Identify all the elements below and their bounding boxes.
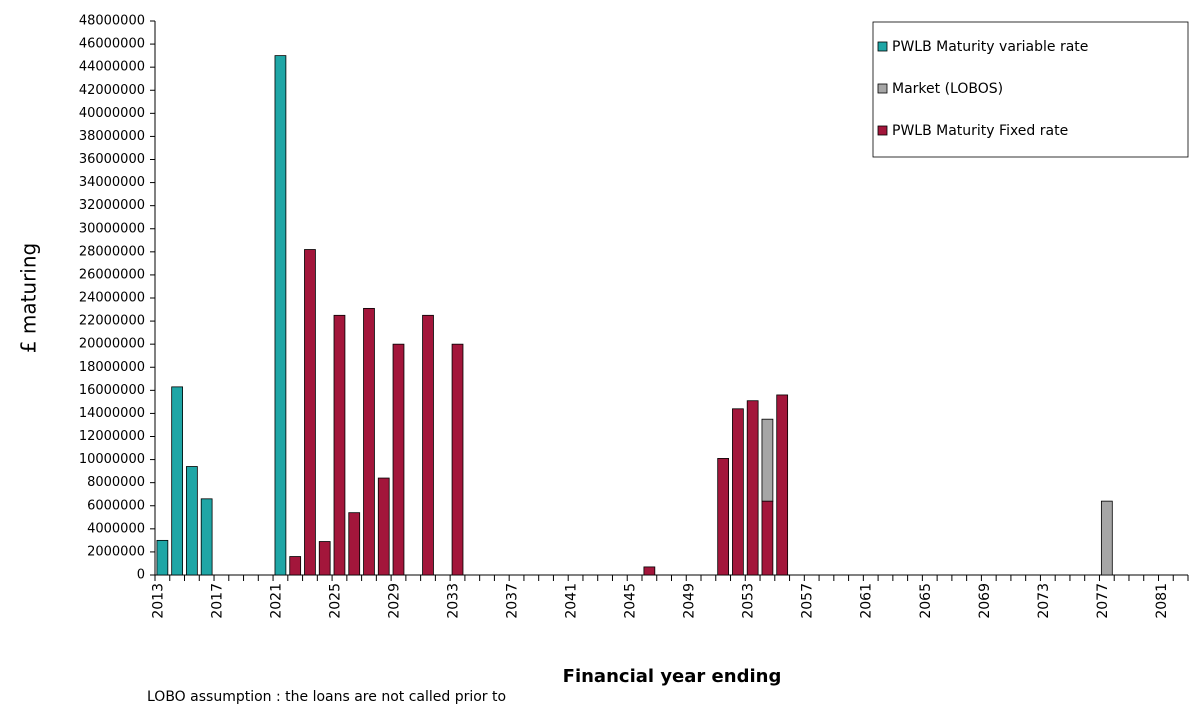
x-tick-label: 2077: [1095, 583, 1111, 619]
x-tick-label: 2065: [918, 583, 934, 619]
y-tick-label: 48000000: [79, 14, 145, 29]
y-tick-label: 26000000: [79, 267, 145, 282]
y-tick-label: 8000000: [87, 475, 145, 490]
bar: [732, 408, 744, 576]
bar: [186, 466, 198, 576]
y-tick-label: 30000000: [79, 221, 145, 236]
x-tick-label: 2049: [682, 583, 698, 619]
x-tick-label: 2081: [1154, 583, 1170, 619]
legend-swatch: [877, 83, 888, 94]
bar: [392, 343, 405, 576]
bar: [776, 394, 789, 576]
x-tick-label: 2021: [268, 583, 284, 619]
x-tick-label: 2061: [859, 583, 875, 619]
y-tick-label: 14000000: [79, 406, 145, 421]
note: LOBO assumption : the loans are not call…: [147, 689, 506, 705]
bar: [761, 500, 774, 576]
y-tick-label: 16000000: [79, 383, 145, 398]
y-tick-label: 10000000: [79, 452, 145, 467]
y-tick-label: 0: [137, 568, 145, 583]
y-tick-label: 28000000: [79, 244, 145, 259]
legend-label: PWLB Maturity Fixed rate: [892, 123, 1068, 139]
x-tick-label: 2029: [386, 583, 402, 619]
bar: [422, 314, 434, 576]
x-tick-label: 2033: [446, 583, 462, 619]
y-tick-label: 20000000: [79, 337, 145, 352]
bar: [348, 512, 361, 576]
legend-label: Market (LOBOS): [892, 81, 1003, 97]
bar: [761, 418, 774, 502]
legend-box: [872, 21, 1189, 158]
x-tick-label: 2041: [564, 583, 580, 619]
bar: [304, 249, 316, 576]
bar: [156, 539, 169, 576]
y-tick-label: 4000000: [87, 521, 145, 536]
x-tick-label: 2013: [150, 583, 166, 619]
y-axis-label: £ maturing: [17, 243, 41, 354]
x-tick-label: 2053: [741, 583, 757, 619]
x-tick-label: 2045: [623, 583, 639, 619]
y-tick-label: 46000000: [79, 37, 145, 52]
bar: [274, 55, 287, 576]
bar: [643, 566, 656, 576]
y-tick-label: 36000000: [79, 152, 145, 167]
x-tick-label: 2069: [977, 583, 993, 619]
bar: [171, 386, 183, 576]
y-tick-label: 18000000: [79, 360, 145, 375]
y-tick-label: 22000000: [79, 314, 145, 329]
bar: [363, 307, 375, 576]
y-tick-label: 32000000: [79, 198, 145, 213]
bar: [746, 400, 759, 576]
y-tick-label: 24000000: [79, 291, 145, 306]
y-tick-label: 38000000: [79, 129, 145, 144]
bar: [717, 458, 730, 576]
x-tick-label: 2073: [1036, 583, 1052, 619]
y-tick-label: 44000000: [79, 60, 145, 75]
y-tick-label: 40000000: [79, 106, 145, 121]
legend-label: PWLB Maturity variable rate: [892, 39, 1088, 55]
legend-swatch: [877, 125, 888, 136]
y-tick-label: 34000000: [79, 175, 145, 190]
x-tick-label: 2017: [209, 583, 225, 619]
y-tick-label: 12000000: [79, 429, 145, 444]
y-tick-label: 42000000: [79, 83, 145, 98]
x-tick-label: 2025: [327, 583, 343, 619]
bar: [1100, 500, 1113, 576]
x-tick-label: 2037: [505, 583, 521, 619]
bar: [377, 477, 390, 576]
bar: [451, 343, 464, 576]
legend-swatch: [877, 41, 888, 52]
y-tick-label: 2000000: [87, 544, 145, 559]
bar: [289, 556, 302, 576]
y-tick-label: 6000000: [87, 498, 145, 513]
bar: [333, 314, 346, 576]
x-axis-label: Financial year ending: [563, 666, 782, 687]
bar: [318, 541, 331, 576]
x-tick-label: 2057: [800, 583, 816, 619]
bar: [200, 498, 213, 576]
